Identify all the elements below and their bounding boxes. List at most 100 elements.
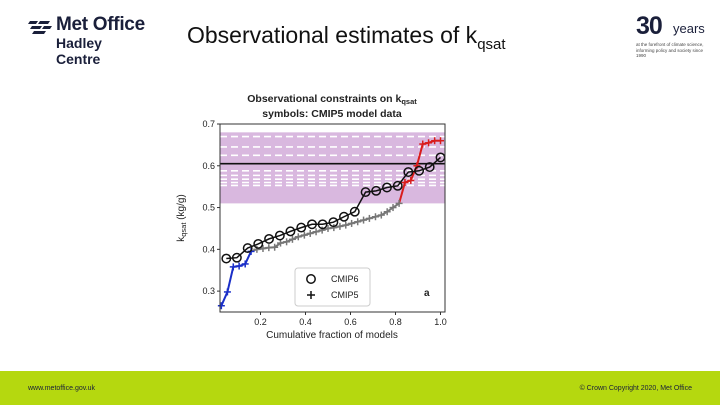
cmip5-point: [312, 228, 320, 236]
cmip5-point: [425, 139, 433, 147]
x-tick-label: 0.8: [389, 317, 402, 327]
cmip6-point: [307, 219, 317, 230]
cmip6-point: [328, 217, 339, 228]
cmip6-point: [264, 233, 275, 244]
cmip5-point: [371, 213, 379, 221]
cmip6-point: [424, 162, 435, 172]
panel-label: a: [424, 288, 430, 299]
cmip6-point: [231, 252, 242, 263]
cmip5-point: [229, 263, 237, 271]
cmip6-point: [274, 230, 285, 241]
cmip6-point: [382, 182, 392, 193]
cmip5-point: [259, 244, 267, 252]
chart-title: Observational constraints on kqsat: [247, 93, 417, 106]
cmip5-point: [288, 235, 296, 243]
thirty-years-logo: 30 years at the forefront of climate sci…: [636, 12, 706, 58]
legend-box: [294, 267, 371, 307]
slide-title: Observational estimates of kqsat: [187, 22, 506, 53]
cmip5-point: [324, 224, 332, 232]
footer-website: www.metoffice.gov.uk: [28, 385, 96, 392]
met-office-logo-icon: [28, 21, 52, 34]
chart-figure: 0.2 0.4 0.6 0.8 1.0 0.3 0.4 0.5 0.6 0.7 Observatio…: [170, 84, 460, 344]
logo-text-line2: Hadley Centre: [56, 35, 102, 67]
cmip5-point: [223, 288, 231, 296]
cmip5-point: [419, 140, 427, 148]
cmip6-point: [339, 211, 349, 222]
cmip5-point: [377, 211, 385, 219]
cmip5-point: [241, 260, 249, 268]
slide-title-subscript: qsat: [477, 36, 506, 53]
cmip5-point: [342, 221, 350, 229]
cmip6-point: [360, 187, 371, 198]
y-tick-label: 0.7: [202, 119, 215, 129]
cmip5-point: [283, 238, 291, 246]
cmip5-point: [294, 233, 302, 241]
footer-copyright: © Crown Copyright 2020, Met Office: [579, 385, 692, 392]
cmip5-point: [437, 137, 444, 145]
y-axis-label: kqsat (kg/g): [176, 194, 188, 242]
cmip6-point: [285, 226, 296, 237]
chart-subtitle: symbols: CMIP5 model data: [262, 108, 402, 120]
footer-bar: www.metoffice.gov.uk © Crown Copyright 2…: [0, 371, 720, 405]
cmip5-point: [217, 302, 225, 310]
cmip5-point: [306, 229, 314, 237]
x-tick-label: 1.0: [434, 317, 447, 327]
chart-title-subscript: qsat: [401, 97, 417, 106]
cmip5-point: [348, 219, 356, 227]
x-tick-label: 0.6: [344, 317, 357, 327]
cmip5-point: [413, 162, 421, 170]
y-axis-label-unit: (kg/g): [176, 194, 187, 222]
cmip5-point: [354, 218, 362, 226]
cmip5-point: [407, 176, 415, 184]
cmip5-point: [235, 262, 243, 270]
cmip5-line-segment: [226, 266, 235, 293]
legend-cmip6-label: CMIP6: [331, 274, 359, 284]
cmip6-point: [392, 180, 403, 191]
cmip5-point: [336, 222, 344, 230]
cmip5-line-segment: [415, 143, 424, 167]
x-tick-label: 0.4: [299, 317, 312, 327]
observational-range-band: [220, 132, 445, 204]
cmip5-point: [265, 244, 273, 252]
cmip6-point: [253, 238, 264, 249]
cmip5-point: [277, 239, 285, 247]
met-office-logo: Met Office Hadley Centre: [28, 14, 148, 67]
cmip5-point: [395, 199, 403, 207]
cmip6-point: [296, 222, 307, 233]
logo-text-line1: Met Office: [56, 14, 145, 35]
y-tick-label: 0.3: [202, 286, 215, 296]
x-axis-label: Cumulative fraction of models: [266, 330, 398, 341]
years-tagline: at the forefront of climate science, inf…: [636, 42, 704, 58]
plot-frame: [219, 123, 446, 313]
y-tick-label: 0.4: [202, 244, 215, 254]
legend-cmip5-label: CMIP5: [331, 290, 359, 300]
cmip5-point: [383, 208, 391, 216]
cmip5-point: [360, 216, 368, 224]
cmip5-line-segment: [398, 182, 406, 204]
x-tick-label: 0.2: [254, 317, 267, 327]
cmip6-point: [371, 185, 382, 196]
cmip5-point: [253, 245, 261, 253]
cmip5-point: [271, 243, 279, 251]
cmip5-line-segment: [220, 291, 229, 307]
chart-svg: 0.2 0.4 0.6 0.8 1.0 0.3 0.4 0.5 0.6 0.7 Observatio…: [176, 93, 447, 341]
cmip6-point: [414, 165, 425, 176]
cmip5-line-segment: [244, 250, 252, 265]
cmip6-point: [403, 167, 414, 177]
cmip5-point: [389, 204, 397, 212]
y-tick-label: 0.6: [202, 161, 215, 171]
cmip6-point: [242, 243, 253, 254]
slide-title-main: Observational estimates of k: [187, 22, 478, 48]
cmip5-point: [401, 178, 409, 186]
cmip6-point: [221, 253, 232, 264]
cmip5-point: [330, 224, 338, 232]
cmip5-point: [365, 214, 373, 222]
cmip6-point: [349, 206, 360, 217]
y-axis-label-subscript: qsat: [179, 222, 188, 237]
cmip5-point: [431, 137, 439, 145]
cmip5-point: [300, 231, 308, 239]
legend-cmip6-marker: [306, 274, 316, 284]
cmip6-point: [317, 219, 328, 230]
y-tick-label: 0.5: [202, 203, 215, 213]
years-number: 30: [636, 12, 663, 40]
